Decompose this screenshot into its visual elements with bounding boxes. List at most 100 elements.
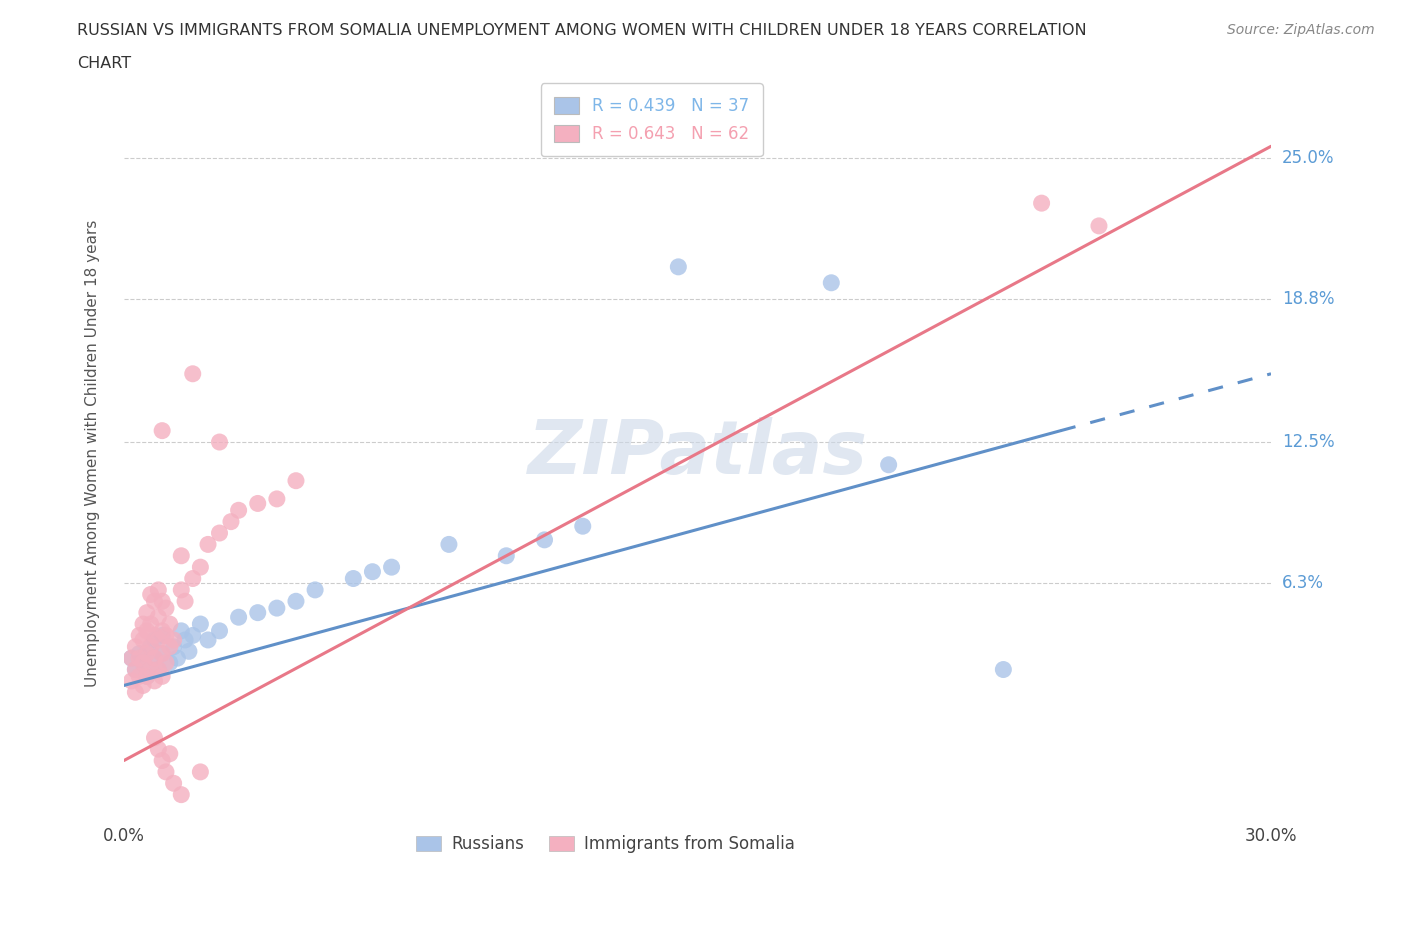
Point <box>132 656 155 671</box>
Point <box>266 491 288 506</box>
Point <box>143 730 166 745</box>
Point <box>170 787 193 802</box>
Point <box>304 582 326 597</box>
Point <box>155 764 177 779</box>
Point <box>285 594 308 609</box>
Point <box>150 423 173 438</box>
Point <box>208 434 231 449</box>
Point <box>228 503 250 518</box>
Point <box>150 594 173 609</box>
Point <box>159 617 181 631</box>
Point <box>166 651 188 666</box>
Point <box>139 587 162 602</box>
Text: Source: ZipAtlas.com: Source: ZipAtlas.com <box>1227 23 1375 37</box>
Text: CHART: CHART <box>77 56 131 71</box>
Point <box>170 623 193 638</box>
Point <box>162 632 184 647</box>
Point <box>159 746 181 761</box>
Point <box>139 617 162 631</box>
Point <box>380 560 402 575</box>
Point <box>174 594 197 609</box>
Point <box>285 473 308 488</box>
Point <box>246 496 269 511</box>
Point <box>190 764 212 779</box>
Point <box>666 259 689 274</box>
Point <box>170 582 193 597</box>
Point <box>135 646 157 661</box>
Point <box>159 639 181 654</box>
Point <box>150 623 173 638</box>
Point <box>148 582 170 597</box>
Point <box>820 275 842 290</box>
Text: RUSSIAN VS IMMIGRANTS FROM SOMALIA UNEMPLOYMENT AMONG WOMEN WITH CHILDREN UNDER : RUSSIAN VS IMMIGRANTS FROM SOMALIA UNEMP… <box>77 23 1087 38</box>
Point <box>197 537 219 551</box>
Point <box>139 639 162 654</box>
Point <box>174 632 197 647</box>
Point <box>148 632 170 647</box>
Point <box>139 639 162 654</box>
Point <box>208 525 231 540</box>
Point <box>162 639 184 654</box>
Point <box>150 646 173 661</box>
Point <box>148 742 170 757</box>
Point <box>155 656 177 671</box>
Point <box>150 646 173 661</box>
Point <box>495 549 517 564</box>
Point <box>208 623 231 638</box>
Point <box>219 514 242 529</box>
Point <box>150 628 173 643</box>
Point <box>124 639 146 654</box>
Point <box>148 662 170 677</box>
Point <box>143 651 166 666</box>
Point <box>143 632 166 647</box>
Point <box>132 678 155 693</box>
Point <box>361 565 384 579</box>
Point <box>181 366 204 381</box>
Point <box>135 669 157 684</box>
Point <box>159 656 181 671</box>
Point <box>143 594 166 609</box>
Point <box>150 669 173 684</box>
Point <box>121 651 143 666</box>
Point <box>143 673 166 688</box>
Point <box>143 651 166 666</box>
Y-axis label: Unemployment Among Women with Children Under 18 years: Unemployment Among Women with Children U… <box>86 219 100 687</box>
Point <box>877 458 900 472</box>
Text: 12.5%: 12.5% <box>1282 433 1334 451</box>
Point <box>266 601 288 616</box>
Point <box>181 628 204 643</box>
Point <box>128 646 150 661</box>
Point <box>135 669 157 684</box>
Point <box>197 632 219 647</box>
Point <box>437 537 460 551</box>
Point <box>1031 195 1053 210</box>
Text: ZIPatlas: ZIPatlas <box>527 417 868 490</box>
Point <box>128 628 150 643</box>
Text: 18.8%: 18.8% <box>1282 290 1334 308</box>
Point <box>190 560 212 575</box>
Point <box>571 519 593 534</box>
Point <box>121 651 143 666</box>
Point <box>148 662 170 677</box>
Point <box>1088 219 1111 233</box>
Point <box>124 662 146 677</box>
Point <box>132 656 155 671</box>
Point <box>170 549 193 564</box>
Legend: Russians, Immigrants from Somalia: Russians, Immigrants from Somalia <box>409 829 801 860</box>
Point <box>121 673 143 688</box>
Point <box>132 632 155 647</box>
Point <box>124 684 146 699</box>
Point <box>181 571 204 586</box>
Text: 25.0%: 25.0% <box>1282 149 1334 166</box>
Point <box>155 601 177 616</box>
Point <box>246 605 269 620</box>
Point <box>190 617 212 631</box>
Point <box>993 662 1015 677</box>
Point <box>342 571 364 586</box>
Point <box>135 623 157 638</box>
Point <box>139 662 162 677</box>
Point <box>132 617 155 631</box>
Point <box>143 628 166 643</box>
Point <box>128 651 150 666</box>
Point <box>148 610 170 625</box>
